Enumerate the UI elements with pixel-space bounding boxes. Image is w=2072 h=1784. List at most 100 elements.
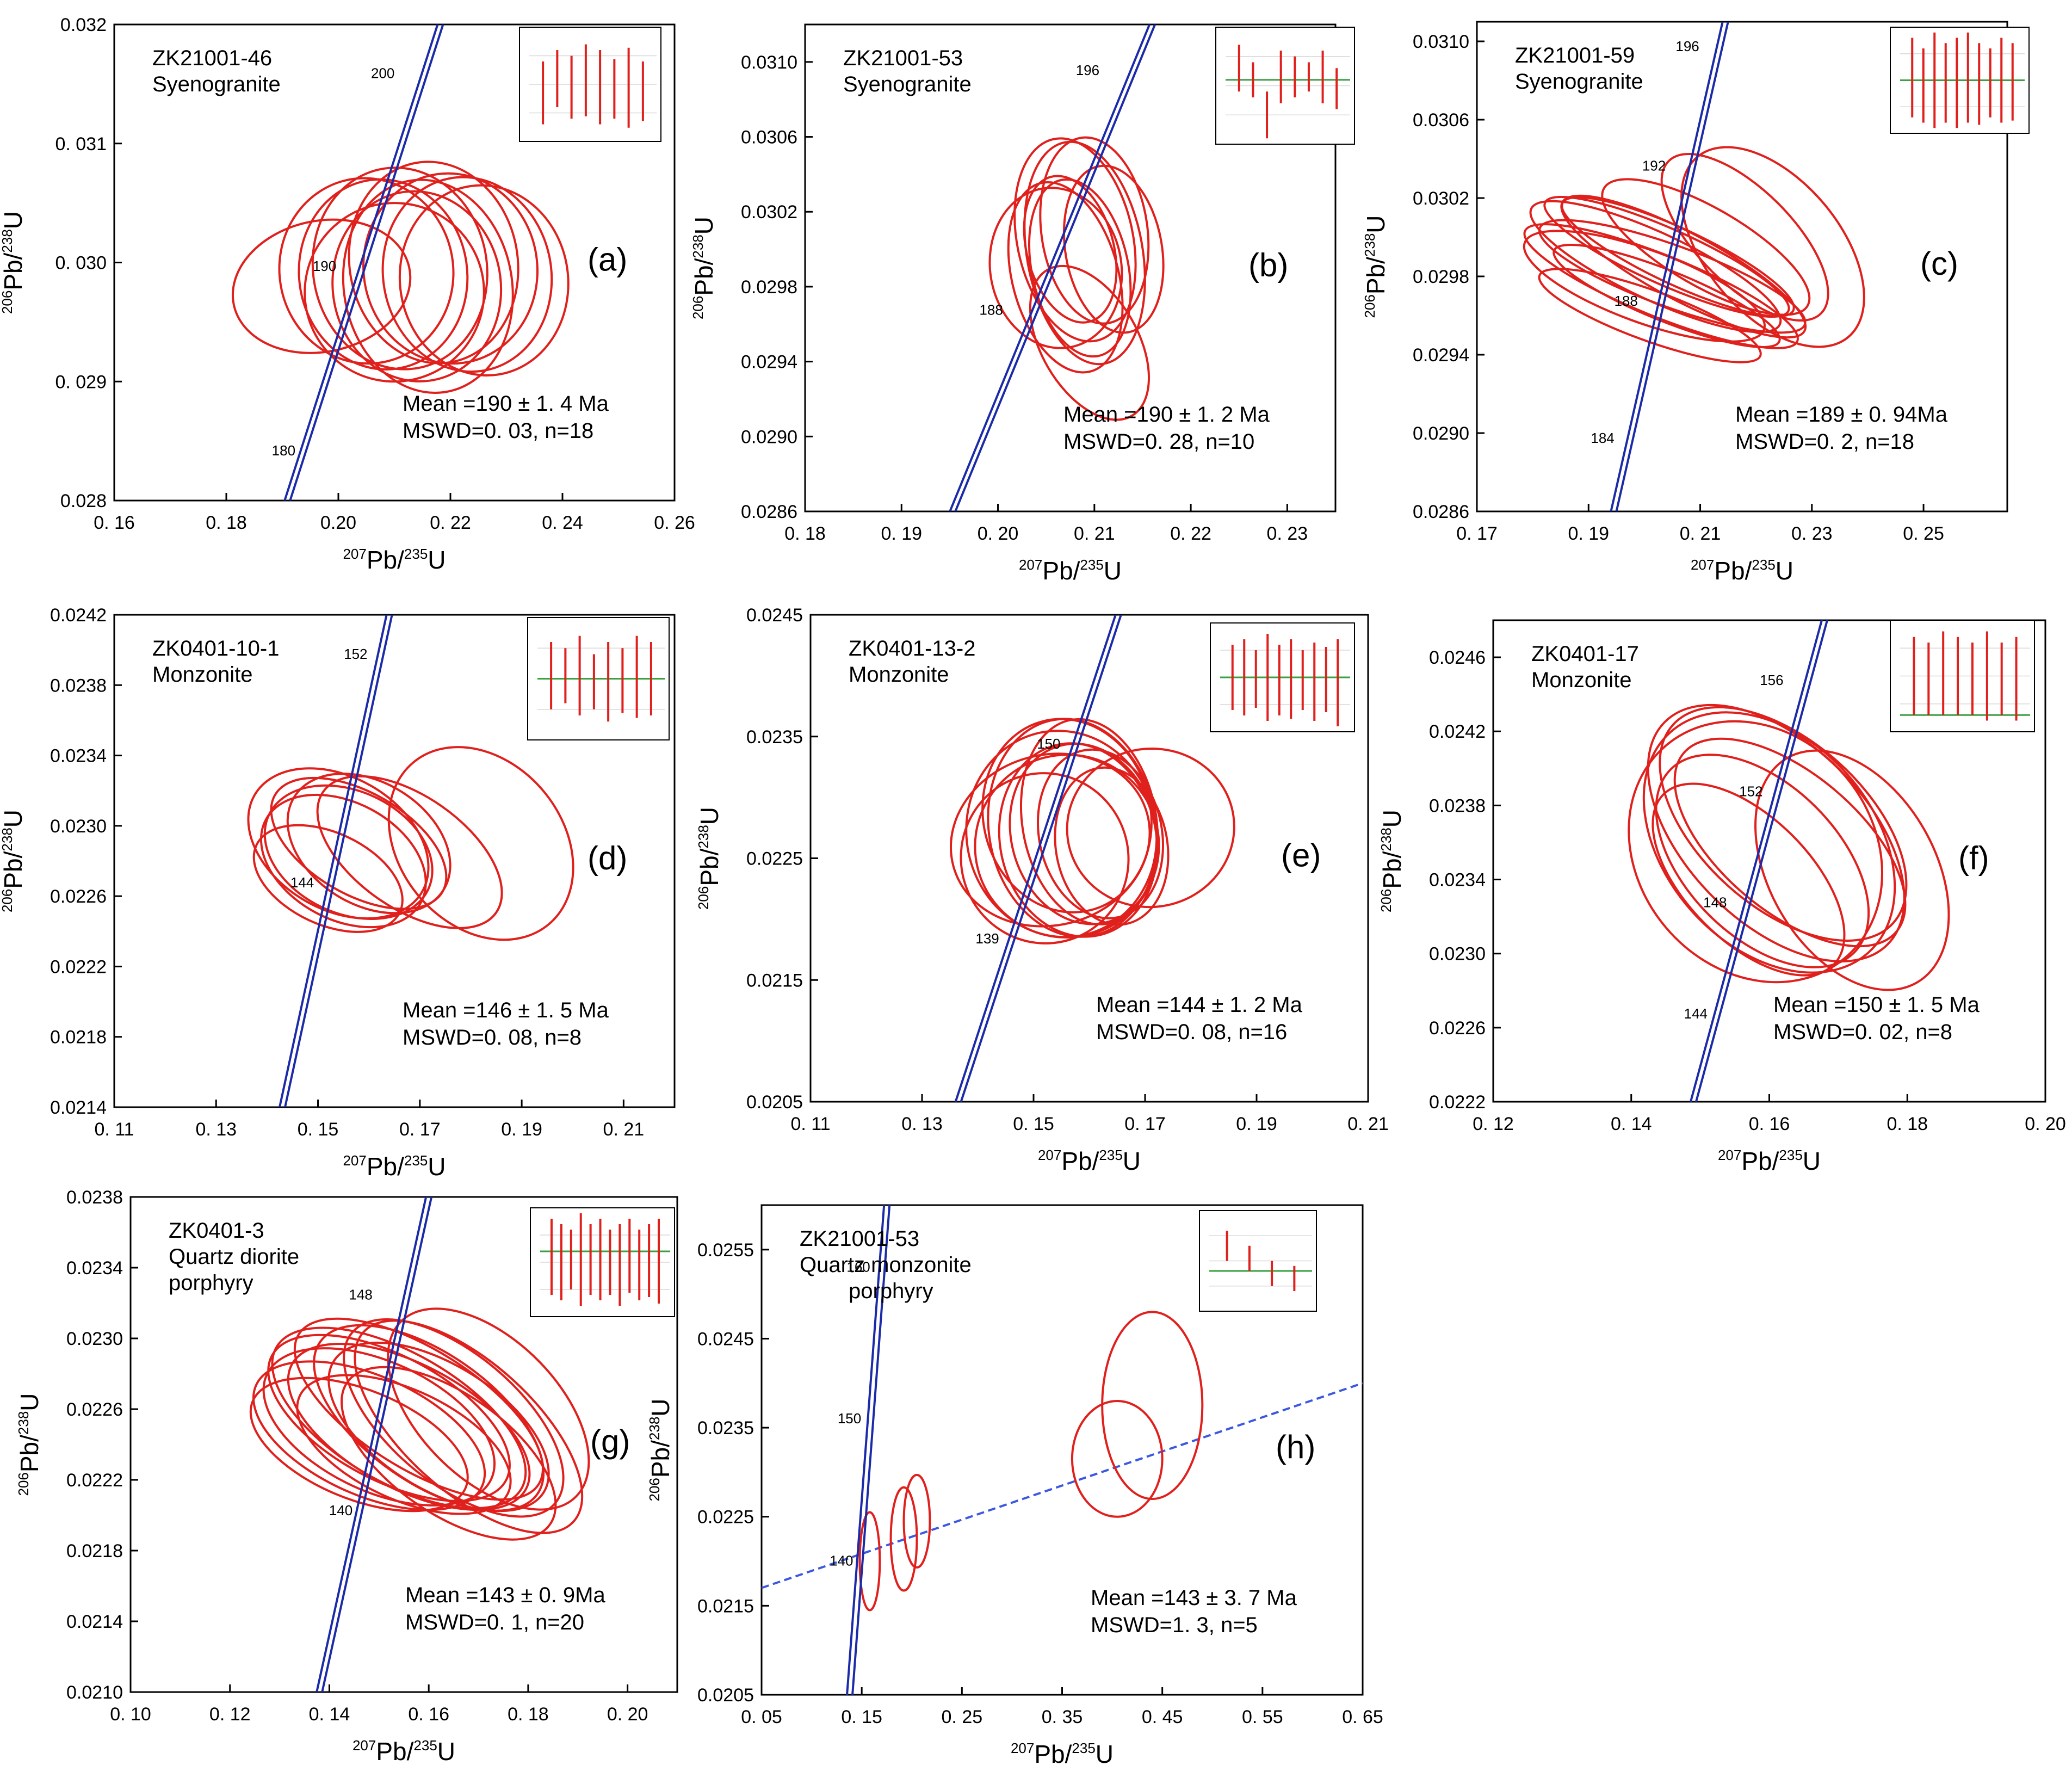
error-ellipse <box>354 1319 584 1534</box>
y-axis-el2: U <box>15 1393 44 1411</box>
x-tick-label: 0. 19 <box>1236 1114 1277 1134</box>
error-ellipse <box>889 1486 918 1592</box>
x-axis-el1: Pb/ <box>1061 1147 1099 1175</box>
inset-weighted-mean <box>527 617 670 740</box>
x-axis-title: 207Pb/235U <box>1019 557 1122 585</box>
x-tick-label: 0. 11 <box>94 1119 134 1140</box>
inset-weighted-mean <box>530 1207 675 1317</box>
plot-area: 180 190 200 <box>231 24 570 501</box>
y-axis-el2: U <box>646 1398 675 1416</box>
y-axis-num: 206 <box>0 291 15 314</box>
y-tick-label: 0.0246 <box>1429 647 1486 668</box>
error-ellipse <box>1071 1400 1164 1518</box>
concordia-curve <box>279 615 388 1107</box>
sample-name: ZK0401-13-2 <box>849 637 975 660</box>
y-tick-label: 0.0230 <box>1429 944 1486 965</box>
y-axis-el1: Pb/ <box>690 258 718 295</box>
x-axis-den: 235 <box>404 1152 428 1169</box>
x-axis-den: 235 <box>1779 1147 1802 1163</box>
x-tick-label: 0. 12 <box>209 1704 251 1725</box>
y-axis-num: 206 <box>15 1472 32 1496</box>
x-tick-label: 0. 16 <box>94 513 135 533</box>
age-label: 180 <box>272 442 295 459</box>
age-label: 152 <box>344 646 367 662</box>
y-axis-el1: Pb/ <box>0 252 27 290</box>
y-axis-num: 206 <box>646 1478 663 1501</box>
error-ellipse <box>1660 153 1829 322</box>
y-tick-label: 0.0245 <box>746 605 803 626</box>
error-ellipse <box>1673 737 1907 948</box>
y-tick-label: 0.0215 <box>746 970 803 991</box>
error-ellipse <box>331 190 503 382</box>
x-tick-label: 0. 23 <box>1267 523 1308 544</box>
age-label: 200 <box>371 65 394 81</box>
concordia-curve <box>846 1205 886 1695</box>
y-axis-num: 206 <box>0 889 15 912</box>
panel-label: (a) <box>587 242 627 278</box>
y-tick-label: 0.0234 <box>66 1258 123 1279</box>
age-label: 140 <box>329 1502 352 1518</box>
x-tick-label: 0. 15 <box>298 1119 339 1140</box>
panel-label: (h) <box>1276 1429 1315 1465</box>
x-tick-label: 0. 25 <box>1903 523 1944 544</box>
error-ellipse <box>1028 178 1132 358</box>
x-axis-el1: Pb/ <box>367 546 404 574</box>
error-ellipse <box>1066 747 1235 909</box>
x-axis-el2: U <box>1123 1147 1141 1175</box>
error-ellipse <box>286 773 451 915</box>
x-tick-label: 0. 14 <box>309 1704 350 1725</box>
y-tick-label: 0.0218 <box>66 1541 123 1561</box>
x-axis-den: 235 <box>1099 1147 1122 1163</box>
x-axis-num: 207 <box>1019 557 1042 573</box>
error-ellipse <box>316 775 503 929</box>
plot-frame <box>113 614 676 1108</box>
error-ellipse <box>1023 140 1146 366</box>
y-tick-label: 0.0215 <box>697 1596 754 1616</box>
y-axis-num: 206 <box>1362 294 1378 318</box>
error-ellipse <box>304 202 485 383</box>
concordia-curve <box>1690 620 1823 1102</box>
error-ellipse <box>259 793 427 929</box>
mswd: MSWD=0. 02, n=8 <box>1773 1020 1952 1044</box>
x-axis-num: 207 <box>1011 1740 1034 1756</box>
error-ellipse <box>341 1366 557 1541</box>
y-axis-el2: U <box>1362 215 1390 233</box>
concordia-curve-upper <box>851 1205 891 1695</box>
y-tick-label: 0.0234 <box>1429 870 1486 891</box>
panel-g: 0. 10 0. 12 0. 14 0. 16 0. 18 0. 20 0.0210 0.02… <box>15 1187 678 1766</box>
y-tick-label: 0.032 <box>60 15 107 35</box>
y-axis-den: 238 <box>15 1411 32 1435</box>
x-axis-title: 207Pb/235U <box>343 1152 446 1181</box>
error-ellipse <box>960 772 1130 945</box>
x-axis-title: 207Pb/235U <box>1718 1147 1821 1175</box>
y-tick-label: 0.0286 <box>741 502 797 522</box>
mswd: MSWD=0. 1, n=20 <box>405 1610 584 1634</box>
x-tick-label: 0. 35 <box>1042 1707 1083 1727</box>
x-tick-label: 0. 19 <box>1568 523 1609 544</box>
panel-label: (c) <box>1920 245 1958 282</box>
x-axis-el1: Pb/ <box>367 1152 404 1181</box>
panel-label: (g) <box>590 1423 630 1460</box>
x-tick-label: 0. 55 <box>1242 1707 1283 1727</box>
concordia-curve-upper <box>1615 22 1729 511</box>
y-axis-title: 206Pb/238U <box>0 810 27 912</box>
error-ellipse <box>987 718 1159 938</box>
error-ellipse <box>1523 223 1799 349</box>
plot-area: 144 148 152 156 <box>1628 620 1950 1102</box>
sample-name: ZK21001-59 <box>1515 44 1635 67</box>
age-label: 150 <box>838 1410 861 1427</box>
error-ellipse <box>1543 195 1790 318</box>
x-tick-label: 0. 22 <box>1170 523 1211 544</box>
age-label: 152 <box>1739 783 1762 799</box>
x-tick-label: 0. 21 <box>1680 523 1721 544</box>
y-axis-el1: Pb/ <box>646 1440 675 1478</box>
inset-weighted-mean <box>1199 1210 1317 1312</box>
mean-age: Mean =143 ± 3. 7 Ma <box>1091 1586 1297 1610</box>
x-tick-label: 0. 18 <box>784 523 826 544</box>
x-axis-title: 207Pb/235U <box>1038 1147 1141 1175</box>
mswd: MSWD=0. 28, n=10 <box>1063 430 1254 454</box>
error-ellipse <box>362 172 539 365</box>
mean-age: Mean =189 ± 0. 94Ma <box>1735 403 1948 427</box>
x-axis-title: 207Pb/235U <box>352 1737 455 1766</box>
